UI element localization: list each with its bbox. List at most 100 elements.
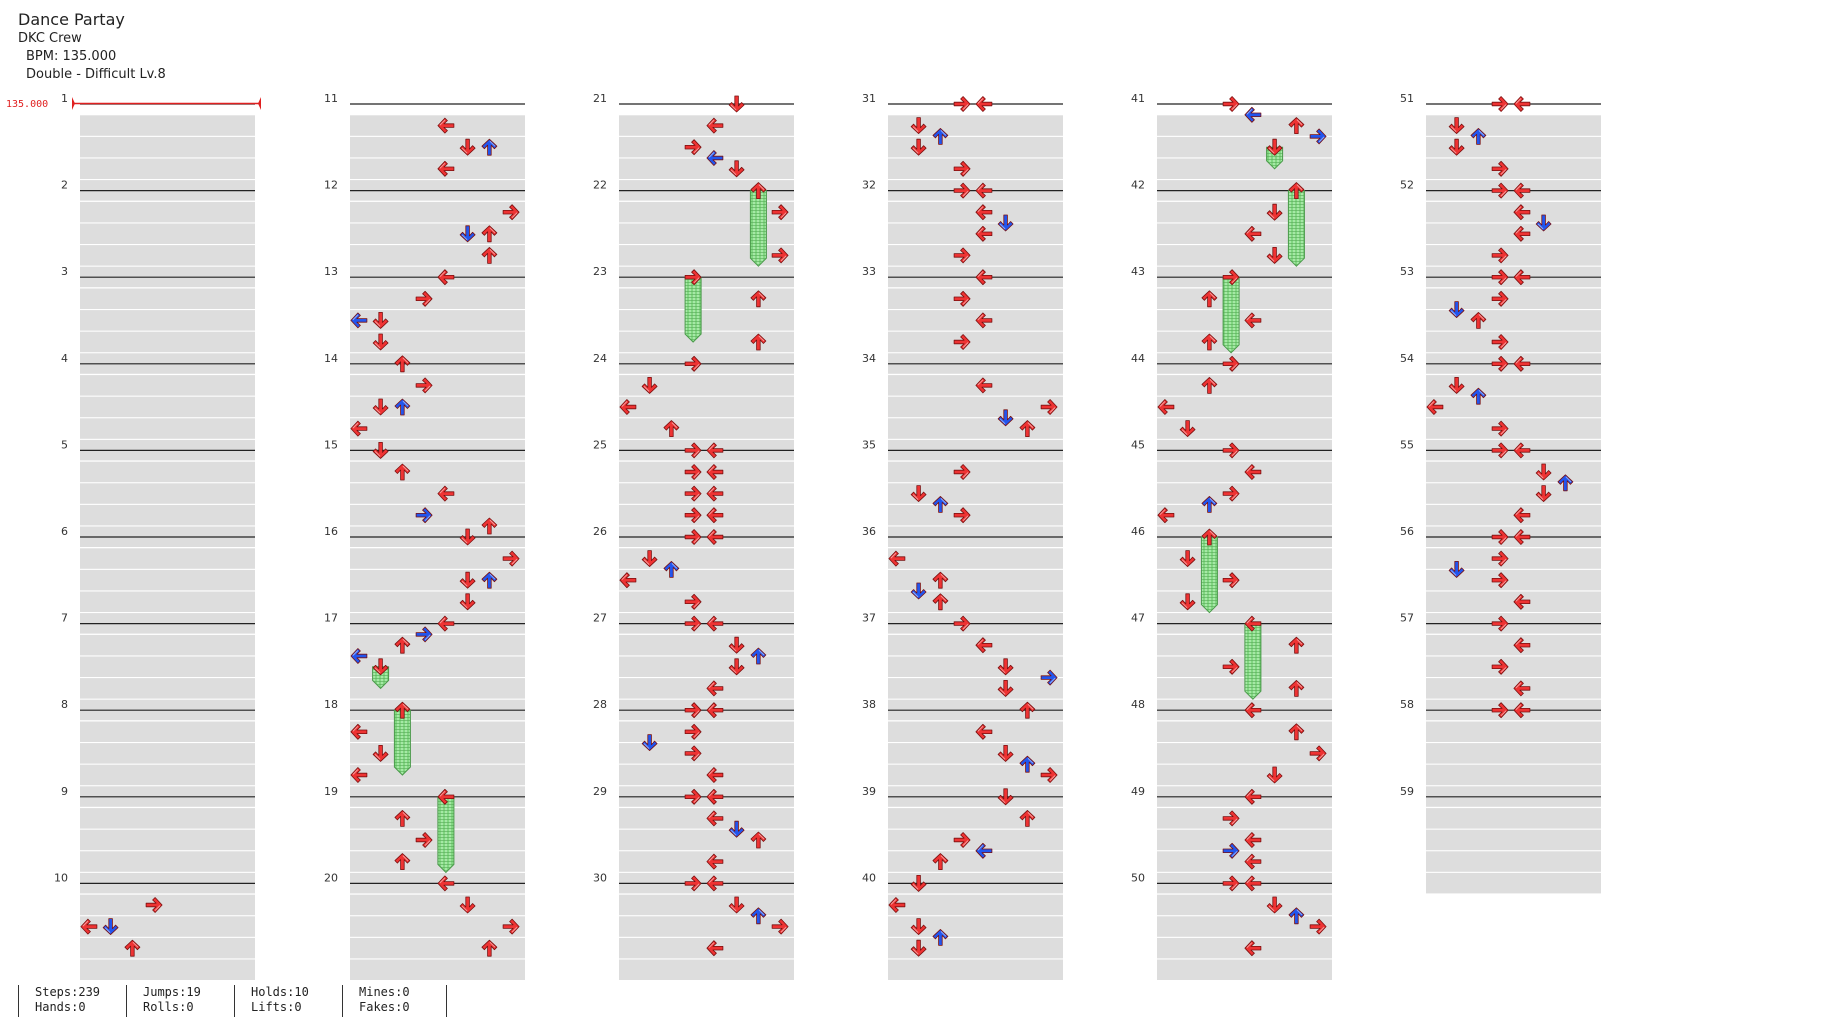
arrow-left-icon (706, 507, 724, 524)
beat-band (1426, 461, 1601, 483)
arrow-up-icon (394, 463, 411, 481)
arrow-left-icon (350, 312, 368, 329)
arrow-down-icon (1448, 376, 1465, 394)
arrow-left-icon (1426, 399, 1444, 415)
measure-number: 4 (61, 352, 68, 365)
measure-53: 53 (1400, 265, 1601, 374)
beat-band (80, 223, 255, 244)
arrow-left-icon (350, 648, 368, 664)
beat-band (1157, 829, 1332, 851)
measure-number: 59 (1400, 785, 1414, 798)
arrow-right-icon (684, 269, 702, 286)
arrow-right-icon (1491, 442, 1509, 459)
arrow-left-icon (706, 875, 724, 892)
arrow-right-icon (684, 464, 702, 480)
beat-band (1157, 396, 1332, 418)
measure-number: 57 (1400, 612, 1414, 625)
beat-band (1157, 461, 1332, 483)
arrow-left-icon (706, 940, 724, 957)
arrow-right-icon (953, 507, 971, 524)
beat-band (1426, 743, 1601, 764)
beat-band (350, 569, 525, 591)
arrow-up-icon (932, 593, 949, 611)
arrow-left-icon (1244, 832, 1262, 848)
measure-51: 51 (1400, 92, 1601, 201)
arrow-left-icon (706, 150, 724, 166)
arrow-right-icon (953, 182, 971, 199)
measure-number: 53 (1400, 265, 1414, 278)
arrow-up-icon (663, 420, 680, 438)
beat-band (888, 331, 1063, 353)
arrow-right-icon (953, 160, 971, 177)
beat-band (350, 656, 525, 677)
measure-number: 42 (1131, 179, 1145, 192)
beat-band (1426, 158, 1601, 179)
arrow-left-icon (1244, 106, 1262, 123)
beat-band (350, 375, 525, 396)
measure-number: 16 (324, 525, 338, 538)
beat-band (80, 461, 255, 483)
beat-band (350, 201, 525, 223)
arrow-down-icon (372, 658, 389, 676)
measure-6: 6 (61, 525, 255, 634)
measure-number: 36 (862, 525, 876, 538)
arrow-left-icon (1244, 225, 1262, 242)
arrow-left-icon (437, 875, 455, 892)
beat-band (619, 591, 794, 612)
arrow-up-icon (750, 831, 767, 849)
arrow-right-icon (771, 247, 789, 264)
arrow-right-icon (1040, 669, 1058, 686)
measure-number: 48 (1131, 698, 1145, 711)
arrow-right-icon (1222, 269, 1240, 286)
bpm-marker-label: 135.000 (6, 99, 48, 110)
bpm-marker-end-tick (258, 97, 261, 110)
measure-31: 31 (862, 92, 1063, 201)
arrow-right-icon (1491, 269, 1509, 286)
arrow-down-icon (1535, 463, 1552, 481)
beat-band (1426, 136, 1601, 158)
arrow-right-icon (502, 550, 520, 567)
beat-band (619, 743, 794, 764)
arrow-right-icon (953, 334, 971, 350)
arrow-left-icon (1513, 204, 1531, 221)
measure-number: 45 (1131, 438, 1145, 451)
arrow-up-icon (1201, 528, 1218, 546)
beat-band (1157, 375, 1332, 396)
arrow-left-icon (1513, 702, 1531, 719)
measure-23: 23 (593, 265, 794, 374)
arrow-up-icon (1201, 290, 1218, 308)
stat-rolls: Rolls:0 (143, 1000, 194, 1014)
arrow-left-icon (1513, 680, 1531, 697)
arrow-up-icon (932, 127, 949, 145)
arrow-right-icon (684, 507, 702, 524)
beat-band (888, 721, 1063, 742)
arrow-down-icon (997, 788, 1014, 806)
measure-number: 52 (1400, 179, 1414, 192)
beat-band (80, 288, 255, 309)
arrow-right-icon (415, 290, 433, 307)
arrow-left-icon (975, 204, 993, 221)
arrow-left-icon (706, 702, 724, 719)
arrow-right-icon (1309, 745, 1327, 762)
measure-number: 18 (324, 698, 338, 711)
arrow-left-icon (1513, 593, 1531, 610)
arrow-left-icon (1244, 312, 1262, 329)
arrow-left-icon (975, 225, 993, 242)
arrow-left-icon (706, 788, 724, 805)
arrow-left-icon (1513, 182, 1531, 199)
arrow-up-icon (481, 138, 498, 156)
beat-band (1157, 548, 1332, 569)
beat-band (619, 201, 794, 223)
measure-number: 8 (61, 698, 68, 711)
beat-band (1157, 245, 1332, 266)
arrow-down-icon (1179, 593, 1196, 611)
beat-band (80, 396, 255, 418)
beat-band (1426, 115, 1601, 136)
arrow-left-icon (1244, 615, 1262, 632)
arrow-left-icon (1513, 637, 1531, 654)
arrow-up-icon (1201, 333, 1218, 351)
beat-band (80, 245, 255, 266)
arrow-left-icon (706, 464, 724, 480)
beat-band (888, 569, 1063, 591)
